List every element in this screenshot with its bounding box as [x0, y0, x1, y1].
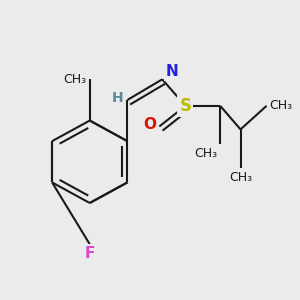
Text: CH₃: CH₃ [269, 99, 292, 112]
Text: O: O [143, 118, 156, 133]
Text: H: H [112, 92, 123, 106]
Text: S: S [179, 97, 191, 115]
Text: N: N [166, 64, 178, 79]
Text: CH₃: CH₃ [229, 171, 252, 184]
Text: CH₃: CH₃ [194, 147, 217, 160]
Text: F: F [85, 246, 95, 261]
Text: CH₃: CH₃ [64, 73, 87, 86]
